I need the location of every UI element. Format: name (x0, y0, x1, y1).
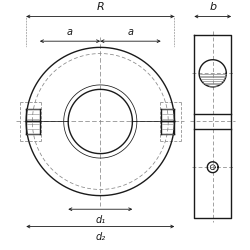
Text: d₁: d₁ (95, 215, 105, 225)
Text: R: R (96, 2, 104, 12)
Text: d₂: d₂ (95, 232, 105, 242)
Text: a: a (128, 27, 134, 37)
Text: a: a (67, 27, 73, 37)
Text: b: b (209, 2, 216, 12)
